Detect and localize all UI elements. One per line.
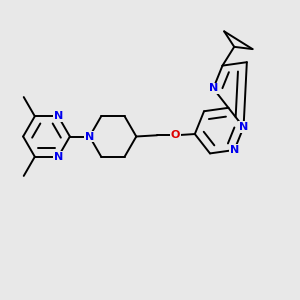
Text: N: N — [54, 152, 63, 162]
Text: N: N — [208, 83, 218, 93]
Text: N: N — [230, 145, 239, 155]
Text: N: N — [239, 122, 248, 132]
Text: N: N — [54, 111, 63, 121]
Text: O: O — [171, 130, 180, 140]
Text: N: N — [85, 131, 94, 142]
